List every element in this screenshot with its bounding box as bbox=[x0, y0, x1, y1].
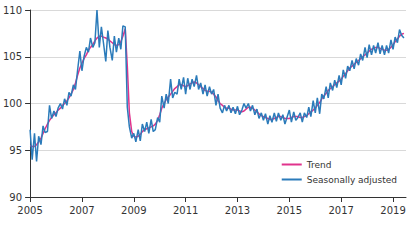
svg-text:2011: 2011 bbox=[173, 205, 198, 216]
svg-text:Trend: Trend bbox=[306, 160, 332, 170]
svg-text:100: 100 bbox=[3, 98, 22, 109]
svg-text:2015: 2015 bbox=[277, 205, 302, 216]
svg-text:2017: 2017 bbox=[328, 205, 353, 216]
svg-text:2007: 2007 bbox=[69, 205, 94, 216]
svg-text:2005: 2005 bbox=[17, 205, 42, 216]
svg-text:90: 90 bbox=[9, 192, 22, 203]
svg-text:Seasonally adjusted: Seasonally adjusted bbox=[307, 175, 397, 185]
svg-text:110: 110 bbox=[3, 5, 22, 16]
svg-text:2009: 2009 bbox=[121, 205, 146, 216]
svg-text:2013: 2013 bbox=[225, 205, 250, 216]
svg-text:95: 95 bbox=[9, 145, 22, 156]
svg-text:105: 105 bbox=[3, 51, 22, 62]
svg-text:2019: 2019 bbox=[380, 205, 405, 216]
